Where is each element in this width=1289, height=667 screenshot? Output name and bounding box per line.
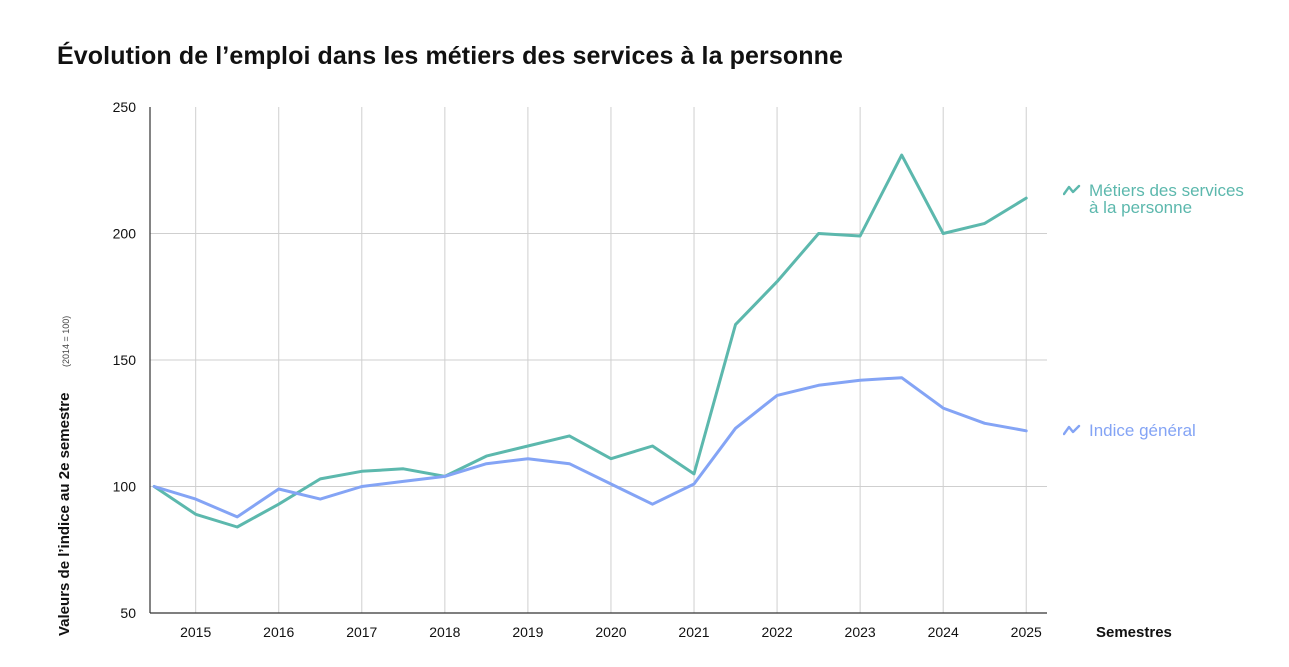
x-tick-label: 2020 xyxy=(595,624,626,640)
legend-label-services: Métiers des services à la personne xyxy=(1089,181,1244,217)
legend-label-general: Indice général xyxy=(1089,421,1196,440)
y-axis-label: Valeurs de l’indice au 2e semestre xyxy=(56,393,73,636)
series-line-general xyxy=(152,376,1028,519)
y-tick-label: 250 xyxy=(113,99,137,115)
legend-item-general: Indice général xyxy=(1063,422,1196,439)
x-tick-label: 2025 xyxy=(1011,624,1042,640)
legend-item-services: Métiers des services à la personne xyxy=(1063,182,1244,216)
x-tick-label: 2015 xyxy=(180,624,211,640)
x-tick-label: 2019 xyxy=(512,624,543,640)
x-tick-label: 2018 xyxy=(429,624,460,640)
y-axis-note: (2014 = 100) xyxy=(61,316,71,367)
x-tick-label: 2024 xyxy=(928,624,959,640)
trend-icon xyxy=(1063,184,1081,196)
x-tick-label: 2022 xyxy=(761,624,792,640)
x-axis-label: Semestres xyxy=(1096,624,1172,641)
y-tick-label: 100 xyxy=(113,479,137,495)
x-tick-label: 2023 xyxy=(845,624,876,640)
y-tick-label: 150 xyxy=(113,352,137,368)
x-tick-label: 2016 xyxy=(263,624,294,640)
x-tick-label: 2017 xyxy=(346,624,377,640)
series-line-services xyxy=(152,153,1028,529)
y-tick-label: 200 xyxy=(113,226,137,242)
x-tick-label: 2021 xyxy=(678,624,709,640)
chart-title: Évolution de l’emploi dans les métiers d… xyxy=(57,42,843,70)
y-tick-label: 50 xyxy=(120,605,136,621)
trend-icon xyxy=(1063,424,1081,436)
